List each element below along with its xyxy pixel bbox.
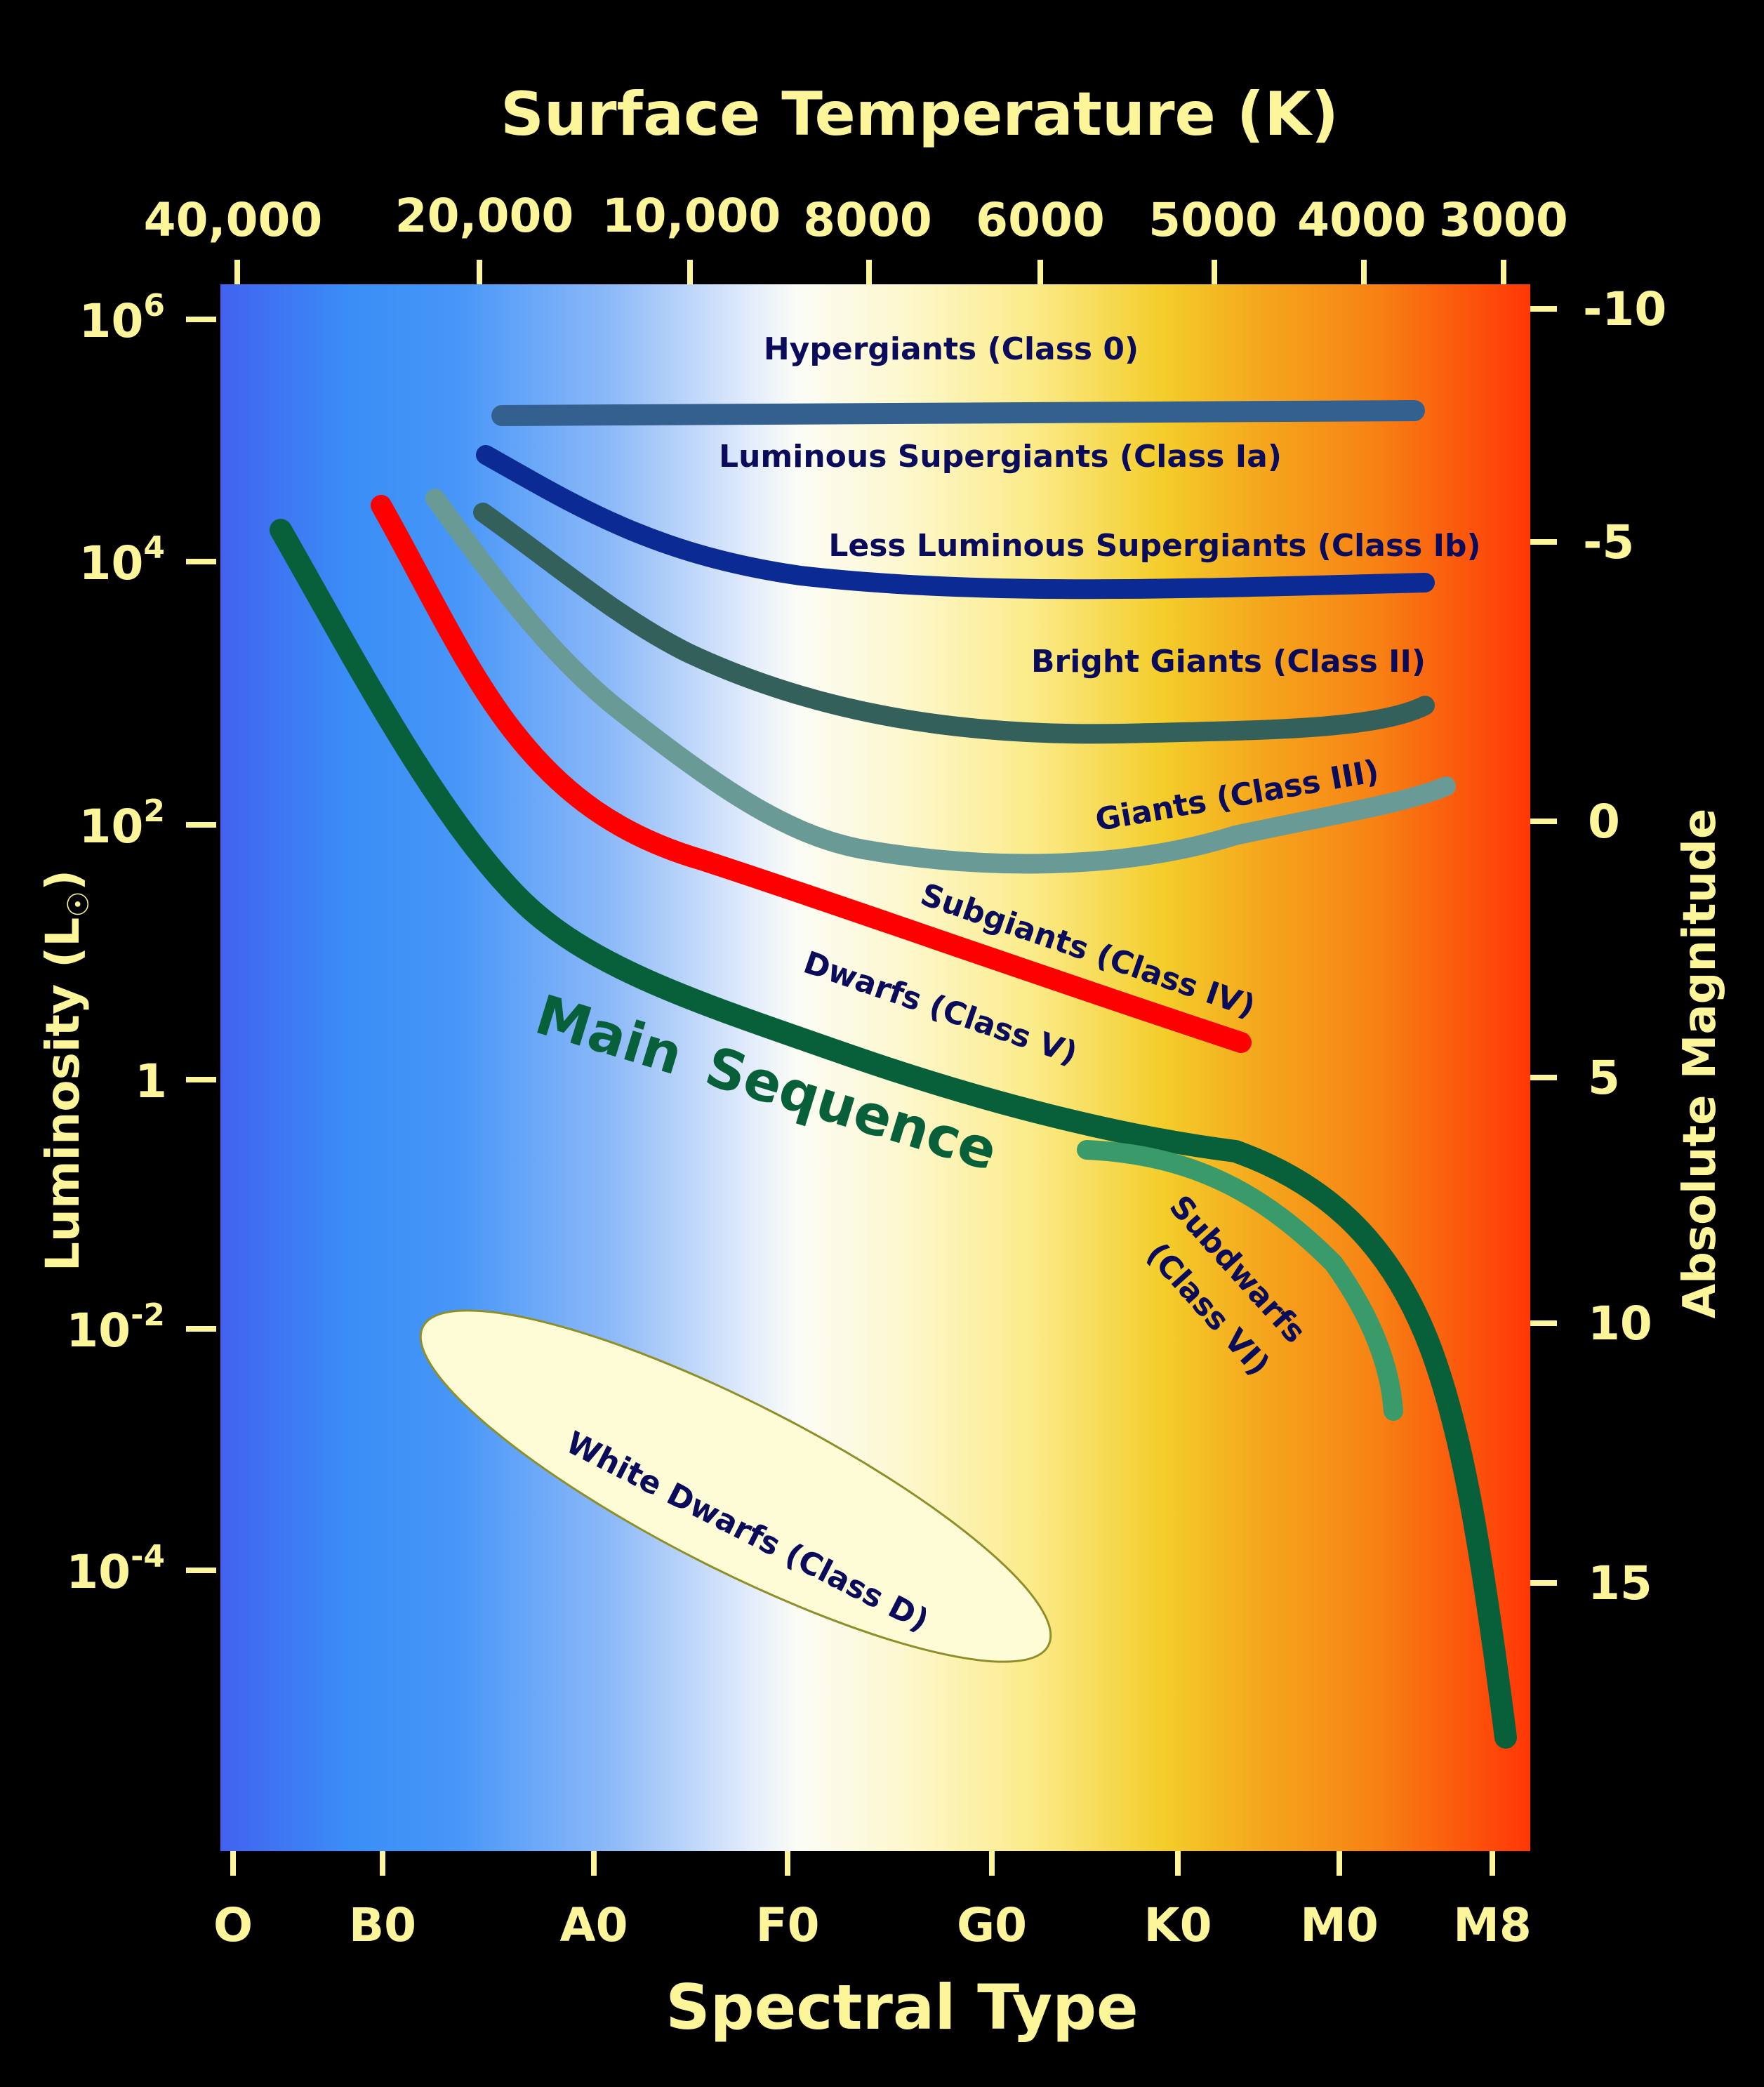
bottom-axis-title: Spectral Type <box>665 1971 1139 2043</box>
top-tick-label: 8000 <box>803 193 932 247</box>
left-tick-label: 104 <box>79 530 165 590</box>
left-tick-label: 1 <box>135 1054 167 1108</box>
top-axis-title: Surface Temperature (K) <box>500 79 1339 150</box>
right-tick-label: 5 <box>1588 1051 1620 1105</box>
left-tick-label: 102 <box>79 793 165 854</box>
top-tick-label: 6000 <box>976 193 1105 247</box>
luminous-supergiants-label: Luminous Supergiants (Class Ia) <box>719 439 1282 475</box>
giants-curve <box>425 489 1456 874</box>
bottom-tick-label: F0 <box>755 1898 819 1952</box>
left-tick-label: 10-4 <box>66 1539 165 1599</box>
right-axis-title: Absolute Magnitude <box>1674 809 1726 1319</box>
bottom-tick-label: O <box>213 1898 253 1952</box>
bright-giants-curve <box>473 503 1435 744</box>
left-axis-title: Luminosity (L☉) <box>36 870 95 1271</box>
right-axis-labels: -10 -5 0 5 10 15 <box>1583 282 1666 1610</box>
bottom-axis-ticks <box>230 1851 1495 1876</box>
top-tick-label: 4000 <box>1297 193 1426 247</box>
left-tick-label: 106 <box>79 288 165 348</box>
subdwarfs-curve <box>1077 1140 1403 1421</box>
top-tick-label: 20,000 <box>395 189 574 243</box>
right-tick-label: 10 <box>1588 1297 1652 1351</box>
less-luminous-supergiants-curve <box>476 445 1435 599</box>
luminous-supergiants-curve <box>491 400 1425 426</box>
top-axis-ticks <box>234 260 1506 284</box>
right-tick-label: 0 <box>1588 795 1620 849</box>
bottom-tick-label: B0 <box>349 1898 416 1952</box>
left-tick-label: 10-2 <box>66 1297 165 1358</box>
top-tick-label: 3000 <box>1439 193 1568 247</box>
hypergiants-label: Hypergiants (Class 0) <box>764 331 1139 367</box>
white-dwarfs-region <box>419 1309 1052 1663</box>
top-tick-label: 40,000 <box>144 193 323 247</box>
left-axis-labels: 106 104 102 1 10-2 10-4 <box>66 288 167 1599</box>
right-tick-label: 15 <box>1588 1556 1652 1610</box>
luminosity-class-curves <box>270 298 1517 1749</box>
top-tick-label: 5000 <box>1148 193 1278 247</box>
bottom-tick-label: G0 <box>957 1898 1027 1952</box>
bright-giants-label: Bright Giants (Class II) <box>1031 644 1426 680</box>
subgiants-curve <box>371 495 1252 1053</box>
top-tick-label: 10,000 <box>602 189 781 243</box>
main-sequence-curve <box>270 519 1517 1749</box>
bottom-axis-labels: O B0 A0 F0 G0 K0 M0 M8 <box>213 1898 1532 1952</box>
right-axis-ticks <box>1530 306 1557 1586</box>
less-luminous-supergiants-label: Less Luminous Supergiants (Class Ib) <box>828 528 1480 564</box>
right-tick-label: -10 <box>1583 282 1666 336</box>
right-tick-label: -5 <box>1583 515 1634 569</box>
bottom-tick-label: M0 <box>1300 1898 1379 1952</box>
bottom-tick-label: M8 <box>1453 1898 1532 1952</box>
top-axis-labels: 40,000 20,000 10,000 8000 6000 5000 4000… <box>144 189 1568 247</box>
bottom-tick-label: K0 <box>1143 1898 1212 1952</box>
bottom-tick-label: A0 <box>559 1898 628 1952</box>
left-axis-ticks <box>186 317 216 1573</box>
